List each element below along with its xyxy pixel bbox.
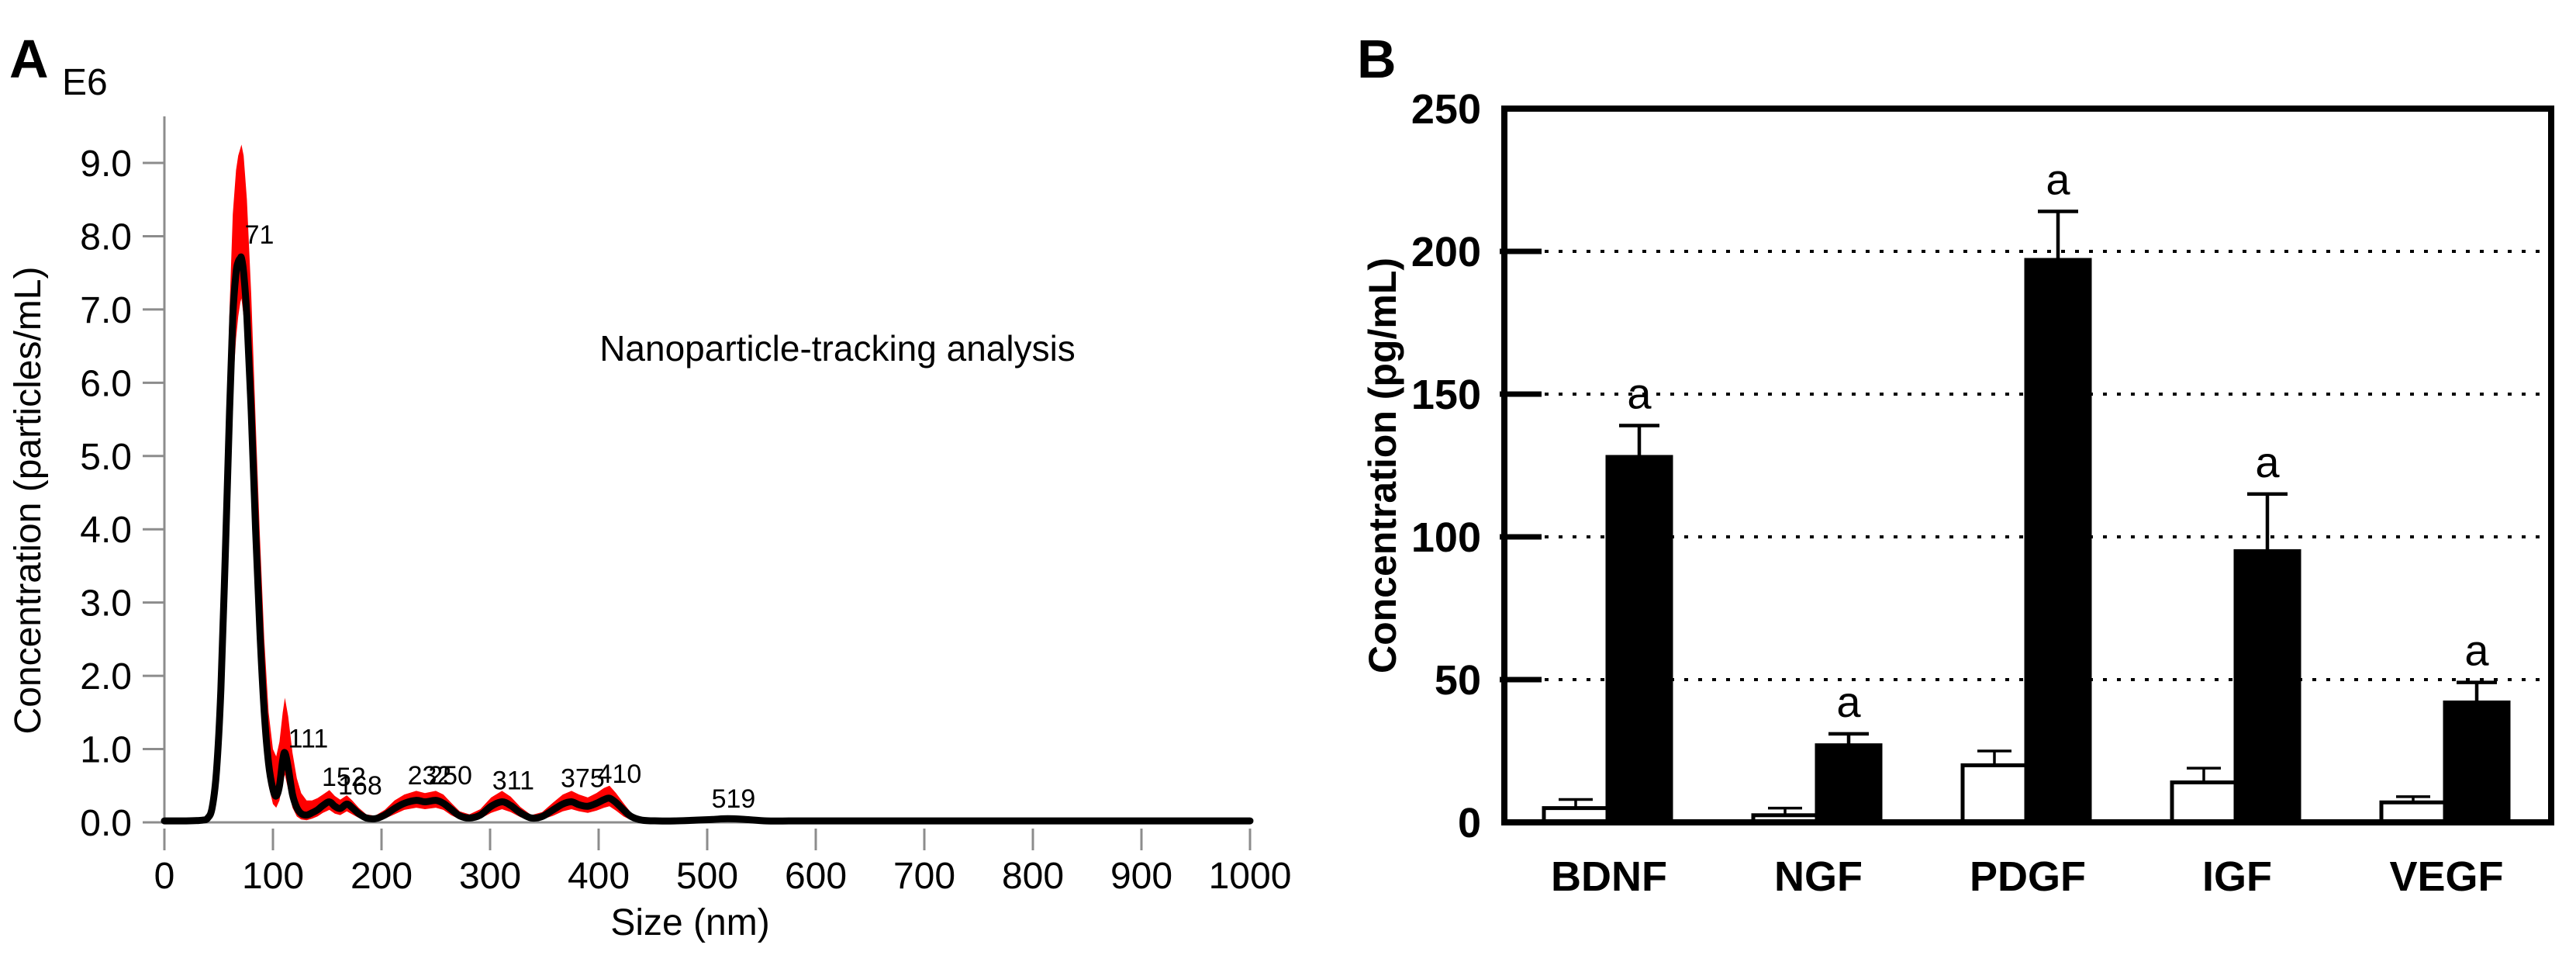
y-tick-label: 5.0 bbox=[80, 437, 132, 478]
open-bar bbox=[2170, 780, 2238, 825]
peak-size-label: 168 bbox=[338, 771, 382, 801]
category-label: IGF bbox=[2202, 853, 2272, 900]
y-tick-label: 150 bbox=[1411, 372, 1481, 418]
solid-bar bbox=[2024, 258, 2092, 825]
x-tick-label: 700 bbox=[893, 856, 955, 897]
y-tick-label: 3.0 bbox=[80, 583, 132, 625]
panel-a-letter: A bbox=[9, 29, 49, 89]
bar-layer: a a a a a bbox=[1542, 154, 2511, 825]
peak-size-label: 311 bbox=[492, 767, 534, 796]
panel-b-letter: B bbox=[1357, 29, 1397, 89]
x-tick-label: 400 bbox=[568, 856, 630, 897]
y-tick-label: 200 bbox=[1411, 229, 1481, 275]
y-tick-label: 8.0 bbox=[80, 216, 132, 258]
peak-size-label: 152 bbox=[322, 763, 366, 792]
x-tick-label: 1000 bbox=[1209, 856, 1292, 897]
x-tick-label: 900 bbox=[1110, 856, 1172, 897]
solid-bar bbox=[2233, 549, 2301, 825]
x-tick-label: 0 bbox=[154, 856, 175, 897]
solid-bar bbox=[1815, 743, 1883, 825]
significance-letter: a bbox=[2255, 438, 2280, 486]
y-tick-label: 7.0 bbox=[80, 290, 132, 331]
nta-error-band-layer bbox=[164, 144, 1250, 822]
category-label: NGF bbox=[1774, 853, 1863, 900]
peak-size-label: 250 bbox=[428, 761, 472, 791]
y-tick-label: 6.0 bbox=[80, 363, 132, 404]
y-tick-label: 0 bbox=[1458, 800, 1481, 846]
error-band bbox=[164, 144, 1250, 822]
y-tick-label: 9.0 bbox=[80, 144, 132, 185]
significance-letter: a bbox=[2046, 154, 2070, 203]
y-tick-label: 100 bbox=[1411, 514, 1481, 561]
panel-a-axes-layer: 0 100 200 300 400 500 600 700 800 900 1000 0.0 1.0 2.… bbox=[80, 116, 1291, 897]
panel-b-frame-layer bbox=[1501, 106, 2554, 825]
panel-a-chart-title: Nanoparticle-tracking analysis bbox=[599, 328, 1076, 369]
y-tick-label: 250 bbox=[1411, 86, 1481, 133]
x-tick-label: 300 bbox=[459, 856, 521, 897]
significance-letter: a bbox=[1627, 369, 1652, 417]
x-tick-label: 600 bbox=[785, 856, 847, 897]
y-tick-label: 0.0 bbox=[80, 803, 132, 844]
peak-size-label: 111 bbox=[288, 725, 329, 754]
size-distribution-curve bbox=[161, 253, 1254, 825]
panel-a-x-axis-title: Size (nm) bbox=[610, 902, 769, 943]
peak-size-label: 71 bbox=[245, 220, 275, 250]
peak-size-label: 410 bbox=[598, 760, 642, 789]
y-tick-label: 50 bbox=[1435, 657, 1481, 704]
panel-a-y-axis-title: Concentration (particles/mL) bbox=[8, 267, 49, 735]
open-bar bbox=[1960, 763, 2029, 825]
significance-letter: a bbox=[2464, 626, 2489, 675]
category-label: PDGF bbox=[1970, 853, 2086, 900]
panel-b-label-layer: 0 50 100 150 200 250 BDNF NGF PDGF IGF VEGF bbox=[1411, 86, 2504, 900]
x-tick-label: 200 bbox=[350, 856, 413, 897]
x-tick-label: 500 bbox=[676, 856, 738, 897]
x-tick-label: 100 bbox=[242, 856, 304, 897]
category-label: VEGF bbox=[2389, 853, 2503, 900]
y-tick-label: 1.0 bbox=[80, 730, 132, 771]
y-axis-scale-note: E6 bbox=[62, 62, 108, 103]
x-tick-label: 800 bbox=[1002, 856, 1064, 897]
significance-letter: a bbox=[1836, 677, 1861, 726]
plot-frame bbox=[1501, 106, 2554, 825]
peak-size-label: 375 bbox=[561, 764, 605, 794]
solid-bar bbox=[2443, 700, 2511, 825]
panel-b-y-axis-title: Concentration (pg/mL) bbox=[1361, 258, 1404, 673]
category-label: BDNF bbox=[1551, 853, 1667, 900]
y-tick-label: 4.0 bbox=[80, 510, 132, 551]
peak-size-label: 232 bbox=[408, 761, 452, 791]
y-tick-label: 2.0 bbox=[80, 656, 132, 697]
nta-curve-layer bbox=[161, 253, 1254, 825]
peak-size-label: 519 bbox=[712, 784, 756, 814]
solid-bar bbox=[1605, 455, 1673, 825]
